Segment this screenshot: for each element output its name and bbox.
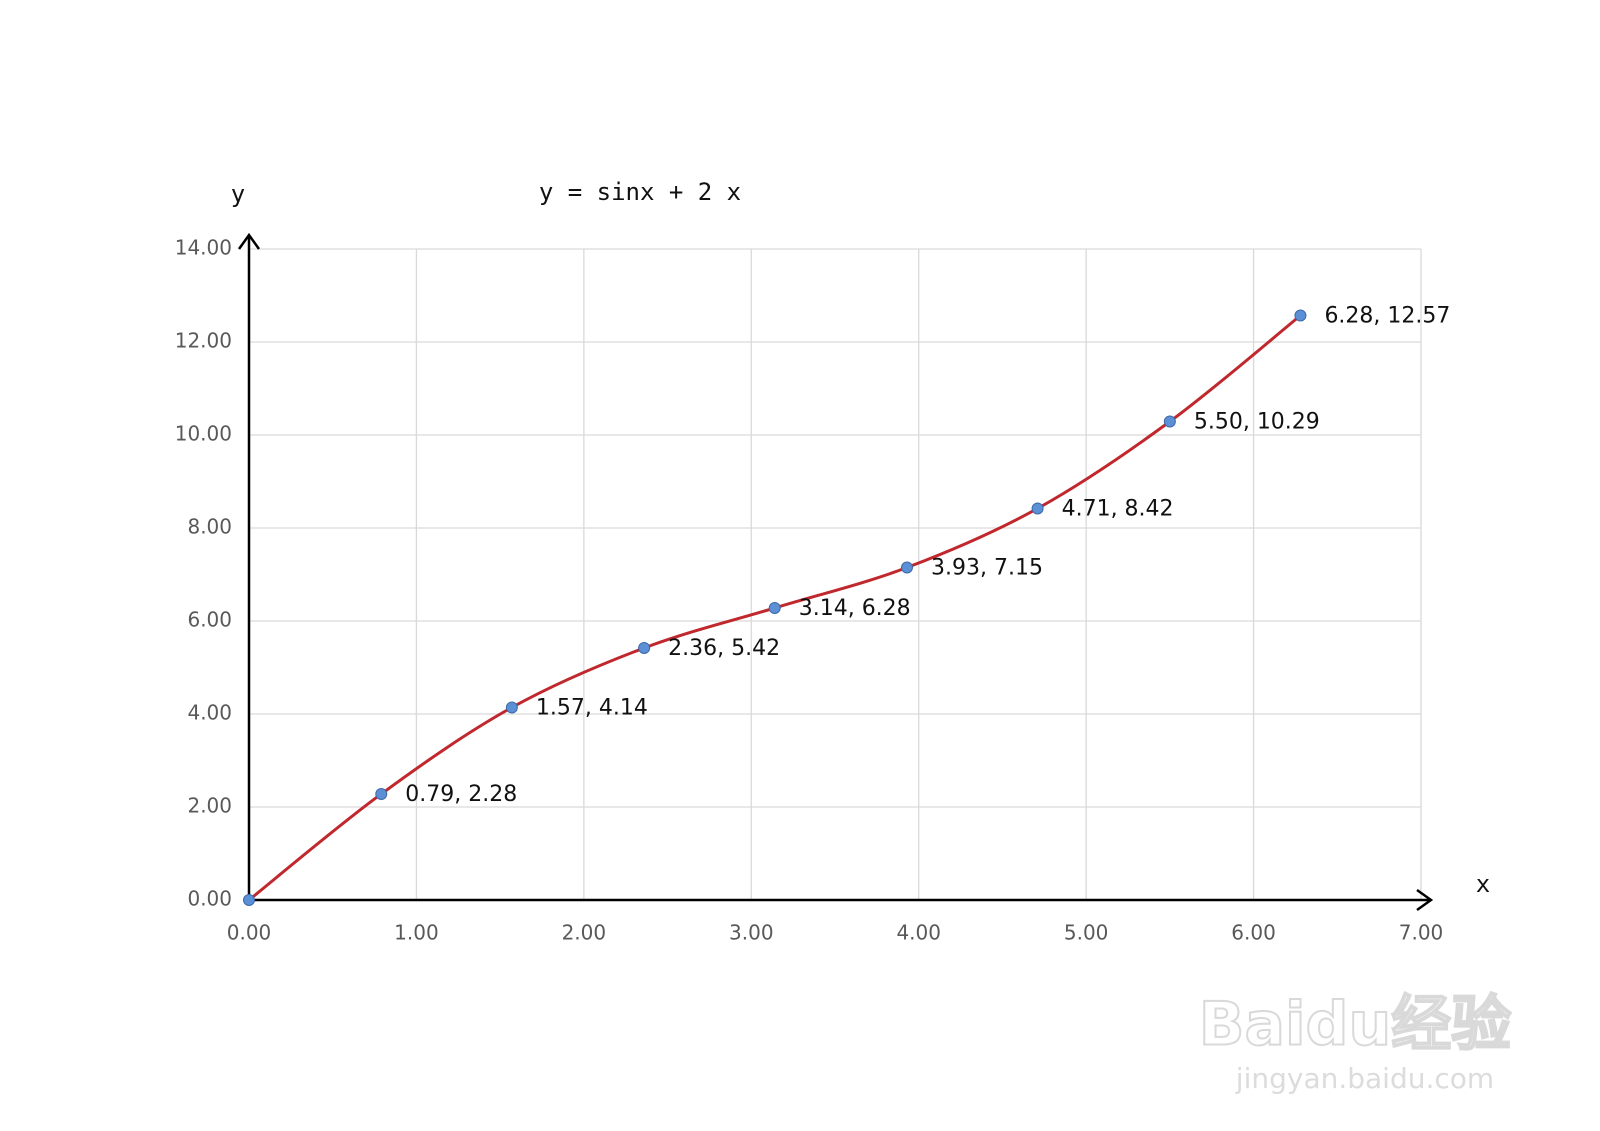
x-tick-label: 6.00	[1231, 921, 1276, 945]
x-axis-label: x	[1476, 870, 1490, 898]
point	[638, 641, 651, 654]
data-label: 5.50, 10.29	[1194, 410, 1320, 435]
point	[1294, 309, 1307, 322]
x-tick-label: 7.00	[1399, 921, 1444, 945]
point	[768, 601, 781, 614]
point	[505, 701, 518, 714]
x-tick-label: 0.00	[227, 921, 272, 945]
data-label: 1.57, 4.14	[536, 695, 648, 720]
x-tick-label: 5.00	[1064, 921, 1109, 945]
x-tick-label: 2.00	[562, 921, 607, 945]
y-tick-label: 10.00	[175, 422, 232, 446]
data-label: 3.93, 7.15	[931, 556, 1043, 581]
point	[1163, 415, 1176, 428]
x-axis	[249, 888, 1434, 912]
chart-title: y = sinx + 2 x	[539, 178, 741, 206]
y-tick-label: 14.00	[175, 236, 232, 260]
point	[243, 894, 255, 906]
x-tick-label: 4.00	[896, 921, 941, 945]
watermark: jingyan.baidu.com	[1235, 1062, 1494, 1095]
y-tick-label: 6.00	[187, 608, 232, 632]
point	[900, 561, 913, 574]
x-tick-label: 1.00	[394, 921, 439, 945]
y-tick-label: 4.00	[187, 701, 232, 725]
y-axis	[237, 232, 261, 900]
watermark: Baidu经验	[1199, 990, 1511, 1060]
y-tick-label: 0.00	[187, 887, 232, 911]
data-label: 2.36, 5.42	[668, 636, 780, 661]
data-label: 0.79, 2.28	[405, 782, 517, 807]
x-tick-label: 3.00	[729, 921, 774, 945]
y-axis-label: y	[231, 180, 245, 208]
y-tick-label: 2.00	[187, 794, 232, 818]
point	[1031, 502, 1044, 515]
data-label: 4.71, 8.42	[1062, 496, 1174, 521]
data-label: 3.14, 6.28	[799, 596, 911, 621]
y-tick-label: 12.00	[175, 329, 232, 353]
data-label: 6.28, 12.57	[1324, 303, 1450, 328]
point	[375, 787, 388, 800]
y-tick-label: 8.00	[187, 515, 232, 539]
